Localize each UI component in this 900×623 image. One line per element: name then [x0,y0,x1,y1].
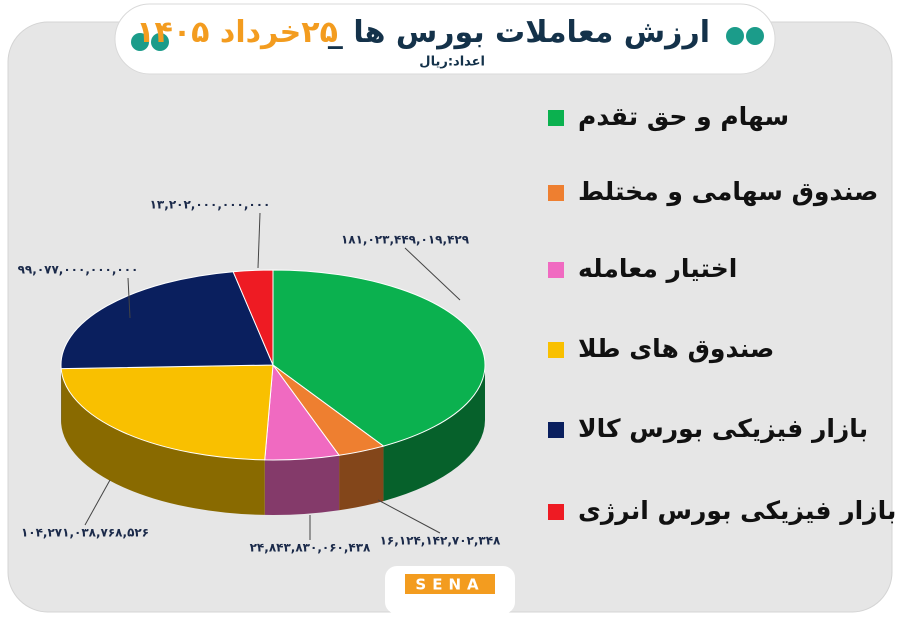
value-label: ۹۹,۰۷۷,۰۰۰,۰۰۰,۰۰۰ [18,263,139,277]
leader-line [127,277,131,319]
title-main: ارزش معاملات بورس ها _ [328,15,710,50]
title-pill [114,3,776,75]
chart-title: ارزش معاملات بورس ها _۲۵خرداد ۱۴۰۵ [136,15,710,50]
slice-side [264,455,340,515]
legend-swatch [548,185,564,201]
legend-label: بازار فیزیکی بورس انرژی [578,496,896,526]
slice [60,364,274,461]
value-label: ۱۳,۲۰۲,۰۰۰,۰۰۰,۰۰۰ [150,198,271,212]
value-label: ۱۸۱,۰۲۳,۴۴۹,۰۱۹,۴۲۹ [341,233,470,247]
legend-label: صندوق های طلا [578,334,774,364]
legend-label: بازار فیزیکی بورس کالا [578,414,868,444]
legend-swatch [548,262,564,278]
title-date: ۲۵خرداد ۱۴۰۵ [136,15,338,50]
slice [272,269,486,447]
leader-line [377,499,441,534]
legend-swatch [548,342,564,358]
quote-marks [131,27,764,51]
legend-label: سهام و حق تقدم [578,102,789,132]
slice-side [383,365,485,502]
slice-side [339,446,384,511]
legend-swatch [548,110,564,126]
leader-line [404,247,461,301]
legend-swatch [548,504,564,520]
legend-label: اختیار معامله [578,254,737,283]
slice [232,269,274,366]
logo-band [405,574,495,594]
value-label: ۲۴,۸۴۳,۸۳۰,۰۶۰,۴۳۸ [250,541,371,555]
subtitle: اعداد:ریال [419,55,485,70]
slice-side [61,368,265,515]
leader-line [257,212,261,269]
slice [60,271,274,370]
value-label: ۱۶,۱۲۴,۱۴۲,۷۰۲,۳۴۸ [380,534,501,548]
legend-swatch [548,422,564,438]
logo: SENA [415,576,484,594]
value-label: ۱۰۴,۲۷۱,۰۳۸,۷۶۸,۵۲۶ [21,526,149,540]
legend-label: صندوق سهامی و مختلط [578,177,878,207]
leader-line [84,479,111,526]
